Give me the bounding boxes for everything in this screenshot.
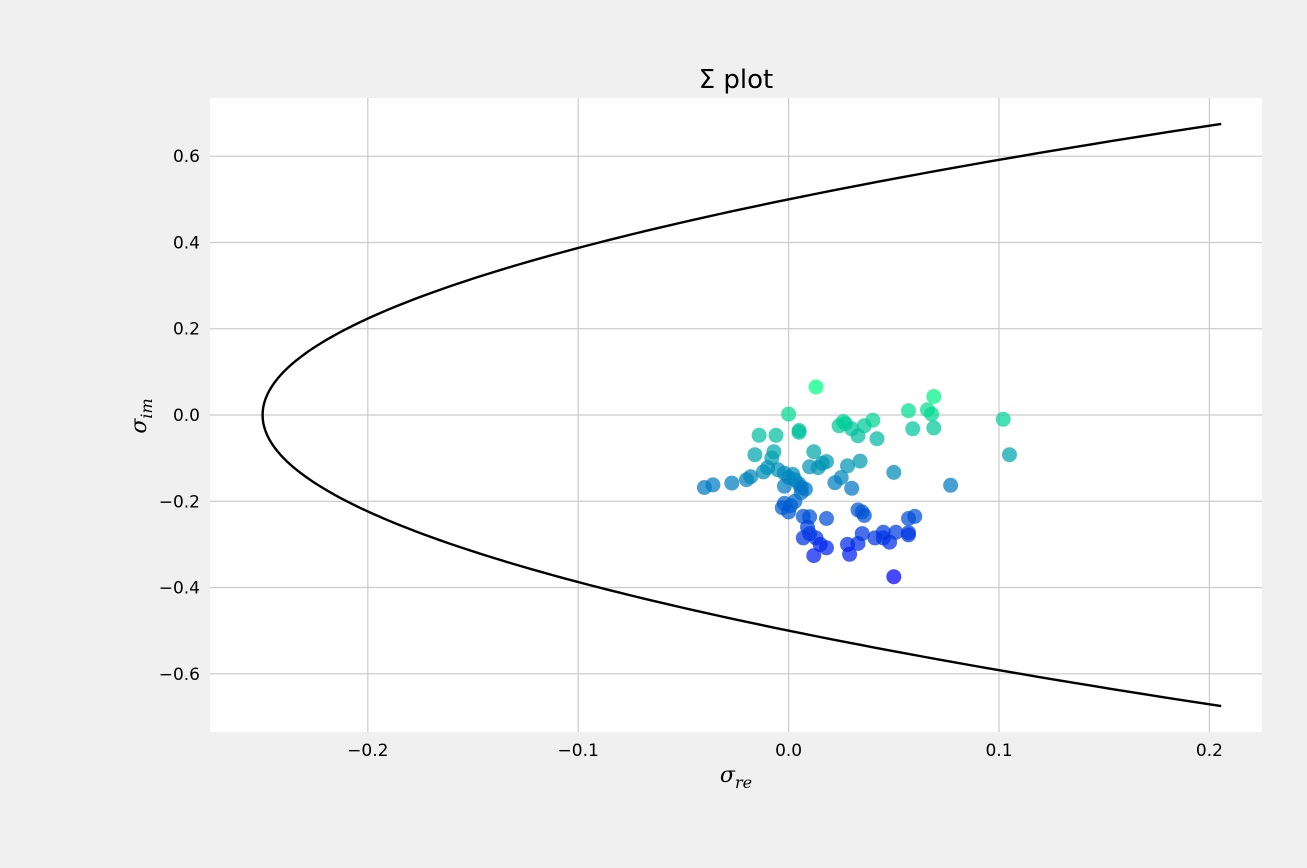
data-point: [808, 379, 824, 395]
data-point: [819, 511, 834, 526]
y-tick-label: 0.0: [173, 406, 200, 426]
data-point: [943, 477, 959, 493]
boundary-curve-layer: [261, 122, 1222, 708]
data-point: [768, 427, 784, 443]
data-point: [905, 421, 921, 437]
y-axis-label-base: σ: [127, 418, 152, 434]
data-point: [776, 478, 792, 494]
data-point: [785, 467, 801, 482]
y-tick-label: 0.2: [173, 320, 200, 340]
data-point: [854, 526, 870, 542]
x-tick-label: −0.1: [558, 741, 599, 761]
data-point: [886, 464, 902, 480]
data-point: [751, 427, 767, 443]
data-point: [901, 403, 916, 419]
data-point: [724, 475, 740, 491]
data-point: [842, 546, 858, 562]
x-axis-label-base: σ: [720, 763, 736, 788]
data-point: [810, 460, 826, 476]
data-point: [869, 431, 885, 447]
y-axis-label-subscript: im: [137, 398, 156, 418]
y-axis-label: σim: [127, 398, 156, 433]
data-point: [795, 530, 811, 546]
data-point: [833, 470, 849, 485]
data-point: [793, 485, 809, 501]
data-points-layer: [696, 379, 1017, 585]
data-point: [924, 406, 940, 422]
data-point: [856, 508, 872, 523]
data-point: [696, 480, 712, 495]
x-tick-label: 0.2: [1196, 741, 1223, 761]
y-tick-label: −0.2: [159, 492, 200, 512]
data-point: [888, 524, 904, 540]
data-point: [781, 406, 797, 422]
data-point: [840, 458, 855, 474]
x-tick-label: 0.0: [775, 741, 802, 761]
y-tick-label: −0.4: [159, 579, 200, 599]
y-tick-label: 0.4: [173, 233, 200, 253]
data-point: [1002, 447, 1017, 463]
boundary-curve: [261, 122, 1222, 708]
x-axis-label: σre: [720, 763, 752, 792]
data-point: [819, 540, 834, 556]
y-tick-label: −0.6: [159, 665, 200, 685]
data-point: [747, 447, 763, 463]
y-tick-labels: −0.6 −0.4 −0.2 0.0 0.2 0.4 0.6: [159, 147, 200, 685]
data-point: [926, 420, 942, 436]
data-point: [886, 569, 902, 585]
data-point: [926, 389, 942, 404]
data-point: [844, 480, 860, 496]
data-point: [901, 527, 916, 543]
x-axis-label-subscript: re: [735, 773, 752, 792]
x-tick-label: −0.2: [347, 741, 388, 761]
data-point: [791, 424, 807, 440]
data-point: [995, 411, 1011, 427]
data-point: [907, 508, 923, 524]
x-tick-label: 0.1: [985, 741, 1012, 761]
data-point: [806, 444, 822, 460]
y-tick-label: 0.6: [173, 147, 200, 167]
chart-title: Σ plot: [699, 65, 774, 95]
data-point: [806, 548, 822, 564]
data-point: [865, 412, 881, 428]
x-tick-labels: −0.2 −0.1 0.0 0.1 0.2: [347, 741, 1223, 761]
data-point: [852, 453, 868, 469]
data-point: [743, 469, 759, 485]
